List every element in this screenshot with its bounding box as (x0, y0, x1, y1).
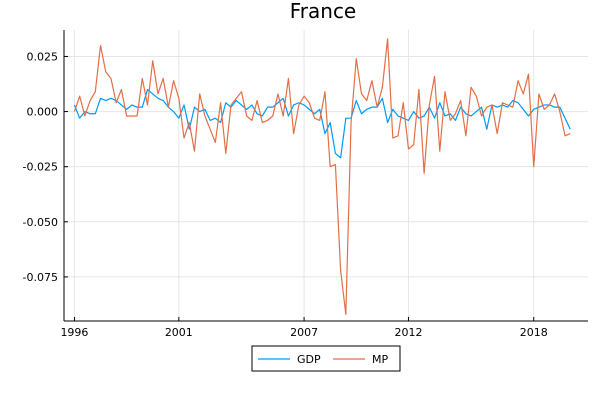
x-tick-label: 1996 (60, 326, 88, 339)
series-line-mp (73, 38, 571, 315)
x-tick-label: 2007 (290, 326, 318, 339)
x-tick-labels: 1996 2001 2007 2012 2018 (60, 317, 548, 339)
legend: GDP MP (251, 345, 401, 372)
series-line-gdp (73, 88, 571, 159)
legend-label-mp: MP (372, 353, 388, 366)
y-tick-label: -0.050 (23, 216, 58, 229)
grid (64, 30, 588, 321)
axes (63, 30, 588, 322)
y-tick-label: -0.075 (23, 271, 58, 284)
y-tick-label: 0.025 (27, 50, 59, 63)
chart-title: France (290, 0, 357, 23)
y-tick-label: -0.025 (23, 161, 58, 174)
y-tick-labels: 0.025 0.000 -0.025 -0.050 -0.075 (23, 50, 68, 284)
series (73, 38, 571, 315)
x-tick-label: 2012 (394, 326, 422, 339)
x-tick-label: 2018 (520, 326, 548, 339)
x-tick-label: 2001 (165, 326, 193, 339)
legend-label-gdp: GDP (297, 353, 321, 366)
y-tick-label: 0.000 (27, 106, 59, 119)
